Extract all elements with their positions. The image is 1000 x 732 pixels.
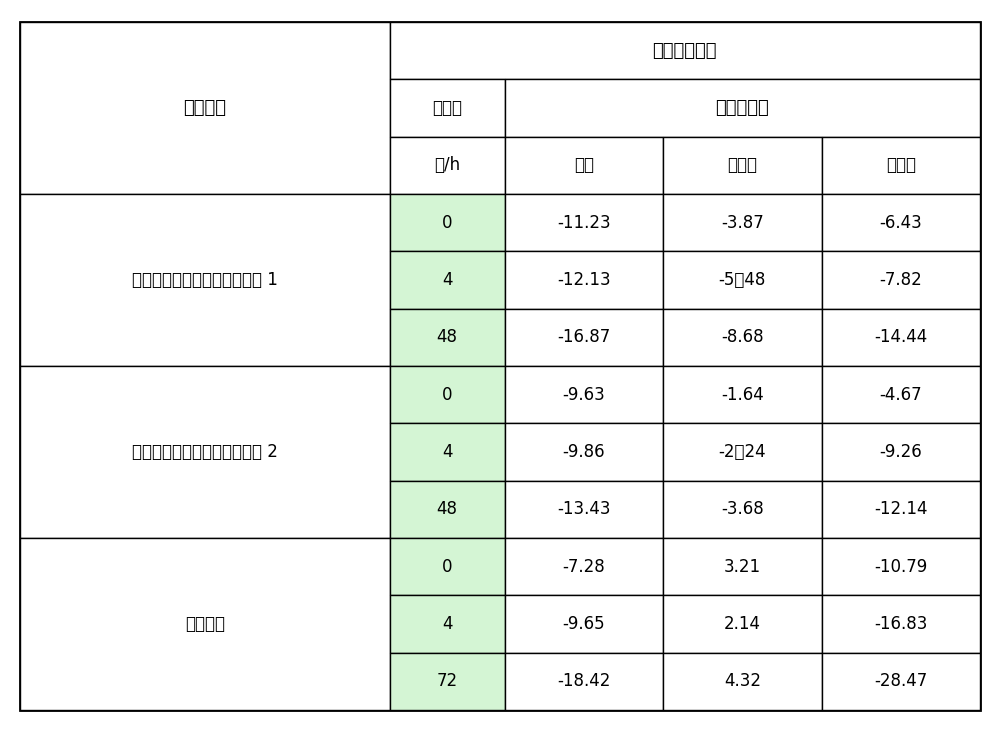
Bar (663, 653, 822, 710)
Text: -9.63: -9.63 (563, 386, 605, 403)
Text: -6.43: -6.43 (879, 214, 922, 231)
Text: -1.64: -1.64 (721, 386, 764, 403)
Bar (505, 79, 980, 137)
Text: -18.42: -18.42 (557, 673, 611, 690)
Text: -3.87: -3.87 (721, 214, 764, 231)
Bar (822, 137, 980, 194)
Text: 保留时: 保留时 (432, 99, 462, 117)
Text: -5，48: -5，48 (719, 271, 766, 289)
Text: 秸秆制备的耐电解质印花糊料 1: 秸秆制备的耐电解质印花糊料 1 (132, 271, 278, 289)
Text: 4.32: 4.32 (724, 673, 761, 690)
Bar (663, 309, 822, 366)
Bar (390, 79, 505, 137)
Bar (663, 366, 822, 423)
Text: -13.43: -13.43 (557, 501, 611, 518)
Text: 3.21: 3.21 (724, 558, 761, 575)
Text: 4: 4 (442, 443, 452, 461)
Text: -16.83: -16.83 (874, 615, 927, 633)
Bar (822, 538, 980, 595)
Text: -8.68: -8.68 (721, 329, 764, 346)
Bar (505, 251, 663, 309)
Text: 4: 4 (442, 615, 452, 633)
Text: 尿素: 尿素 (574, 157, 594, 174)
Text: 间/h: 间/h (434, 157, 460, 174)
Bar (822, 366, 980, 423)
Text: 0: 0 (442, 214, 452, 231)
Bar (390, 423, 505, 481)
Text: 秸秆制备的耐电解质印花糊料 2: 秸秆制备的耐电解质印花糊料 2 (132, 443, 278, 461)
Bar (505, 194, 663, 251)
Bar (505, 309, 663, 366)
Bar (663, 538, 822, 595)
Text: 小苏打: 小苏打 (886, 157, 916, 174)
Bar (663, 423, 822, 481)
Text: 72: 72 (437, 673, 458, 690)
Bar (663, 251, 822, 309)
Text: -12.14: -12.14 (874, 501, 928, 518)
Text: 48: 48 (437, 501, 458, 518)
Text: 0: 0 (442, 558, 452, 575)
Text: -11.23: -11.23 (557, 214, 611, 231)
Text: -9.65: -9.65 (563, 615, 605, 633)
Bar (390, 137, 505, 194)
Text: -3.68: -3.68 (721, 501, 764, 518)
Bar (822, 653, 980, 710)
Bar (505, 137, 663, 194)
Bar (505, 481, 663, 538)
Bar (663, 595, 822, 653)
Text: -9.86: -9.86 (563, 443, 605, 461)
Bar (390, 481, 505, 538)
Bar (822, 251, 980, 309)
Text: 粘度变化率: 粘度变化率 (716, 99, 769, 117)
Text: -12.13: -12.13 (557, 271, 611, 289)
Text: 防染盐: 防染盐 (727, 157, 757, 174)
Bar (822, 481, 980, 538)
Text: -28.47: -28.47 (874, 673, 927, 690)
Bar (822, 595, 980, 653)
Text: -9.26: -9.26 (879, 443, 922, 461)
Bar (390, 595, 505, 653)
Text: -10.79: -10.79 (874, 558, 927, 575)
Bar (390, 653, 505, 710)
Text: 4: 4 (442, 271, 452, 289)
Text: 48: 48 (437, 329, 458, 346)
Bar (390, 251, 505, 309)
Bar (505, 538, 663, 595)
Text: 糊料类型: 糊料类型 (183, 99, 226, 117)
Text: 0: 0 (442, 386, 452, 403)
Text: 2.14: 2.14 (724, 615, 761, 633)
Bar (505, 423, 663, 481)
Text: -7.82: -7.82 (879, 271, 922, 289)
Bar (390, 22, 980, 79)
Text: -14.44: -14.44 (874, 329, 927, 346)
Bar (390, 309, 505, 366)
Text: 海藻酸钠: 海藻酸钠 (185, 615, 225, 633)
Bar (663, 137, 822, 194)
Bar (505, 366, 663, 423)
Bar (390, 194, 505, 251)
Bar (822, 423, 980, 481)
Bar (20, 366, 390, 538)
Text: -7.28: -7.28 (563, 558, 605, 575)
Bar (663, 194, 822, 251)
Bar (390, 366, 505, 423)
Bar (20, 194, 390, 366)
Bar (663, 481, 822, 538)
Bar (505, 653, 663, 710)
Bar (822, 309, 980, 366)
Bar (20, 538, 390, 710)
Text: -16.87: -16.87 (557, 329, 611, 346)
Bar (822, 194, 980, 251)
Bar (505, 595, 663, 653)
Text: 耐电解质能力: 耐电解质能力 (653, 42, 717, 59)
Bar (20, 22, 390, 194)
Bar (390, 538, 505, 595)
Text: -2，24: -2，24 (719, 443, 766, 461)
Text: -4.67: -4.67 (879, 386, 922, 403)
